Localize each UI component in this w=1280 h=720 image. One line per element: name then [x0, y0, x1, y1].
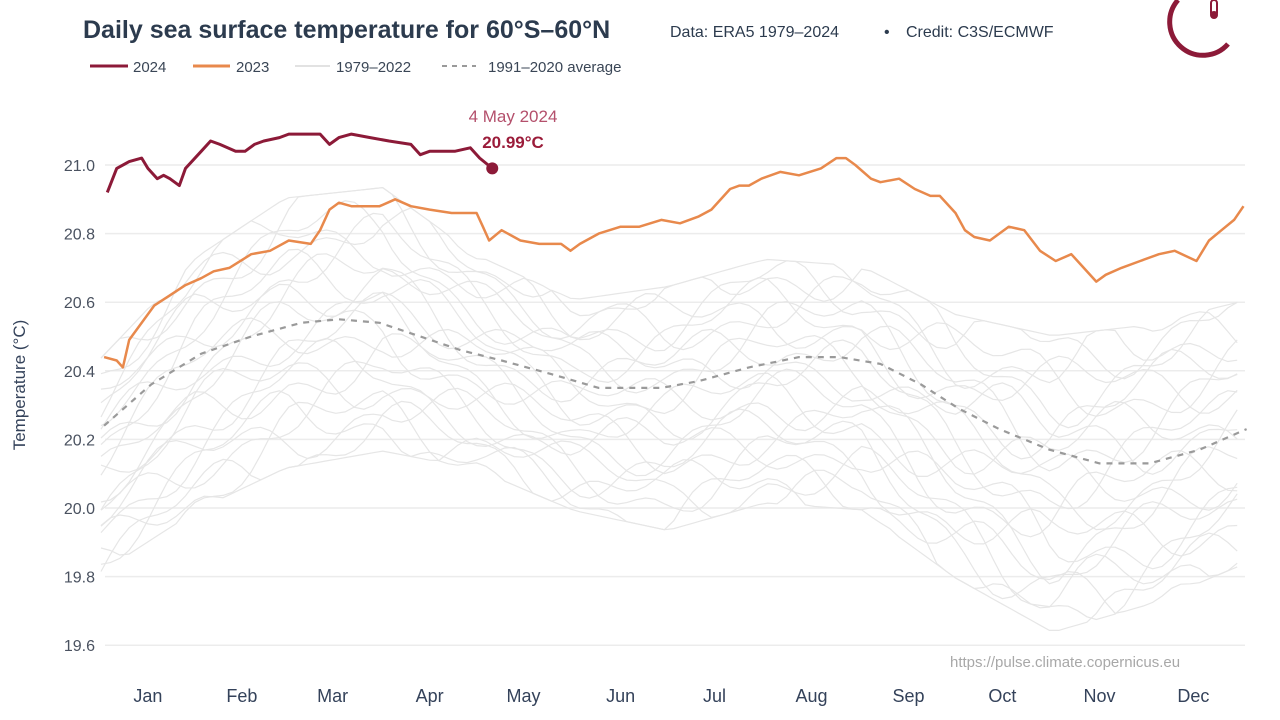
historic-year-line [100, 278, 1238, 475]
historic-year-line [100, 200, 1238, 427]
x-tick-label: Jul [703, 686, 726, 706]
x-tick-label: Jan [133, 686, 162, 706]
subtitle-separator: • [884, 24, 890, 41]
x-tick-label: Nov [1083, 686, 1115, 706]
historic-year-line [100, 207, 1238, 390]
y-tick-label: 20.8 [64, 227, 95, 244]
x-tick-label: Apr [416, 686, 444, 706]
historic-year-line [100, 387, 1238, 600]
x-tick-label: Oct [988, 686, 1016, 706]
historic-year-line [100, 400, 1238, 609]
y-axis-label: Temperature (°C) [10, 320, 29, 451]
historic-year-line [100, 248, 1238, 472]
y-tick-label: 20.0 [64, 501, 95, 518]
x-tick-label: Jun [606, 686, 635, 706]
annotation-value: 20.99°C [482, 133, 544, 152]
chart-title: Daily sea surface temperature for 60°S–6… [83, 16, 610, 44]
historic-year-line [100, 390, 1238, 621]
y-tick-label: 19.6 [64, 638, 95, 655]
historic-year-line [100, 186, 1238, 363]
historic-year-line [100, 268, 1238, 460]
historic-year-line [100, 212, 1238, 414]
historic-year-line [100, 253, 1238, 475]
historic-year-line [100, 362, 1238, 585]
x-tick-label: Feb [226, 686, 257, 706]
y-tick-label: 21.0 [64, 158, 95, 175]
legend-label-average: 1991–2020 average [488, 59, 621, 76]
logo-arc-icon [1167, 0, 1230, 58]
y-tick-label: 20.6 [64, 295, 95, 312]
thermometer-bulb [1210, 11, 1218, 19]
legend-label-2024: 2024 [133, 59, 166, 76]
line-2024 [105, 132, 494, 193]
historic-year-line [100, 317, 1238, 510]
y-tick-label: 20.4 [64, 364, 95, 381]
x-tick-label: Dec [1177, 686, 1209, 706]
source-url: https://pulse.climate.copernicus.eu [950, 654, 1180, 671]
historic-year-line [100, 337, 1238, 570]
logo [1167, 0, 1230, 58]
x-tick-label: Mar [317, 686, 348, 706]
historic-year-line [100, 360, 1238, 557]
x-tick-label: Aug [795, 686, 827, 706]
historic-year-line [100, 390, 1238, 614]
latest-point-marker [486, 162, 499, 175]
historic-year-line [100, 291, 1238, 511]
annotation-date: 4 May 2024 [469, 107, 558, 126]
historic-year-line [100, 333, 1238, 538]
data-source: Data: ERA5 1979–2024 [670, 24, 839, 41]
x-tick-label: Sep [893, 686, 925, 706]
line-2023 [103, 156, 1245, 369]
line-1991-2020-average [103, 318, 1248, 465]
legend-label-2023: 2023 [236, 59, 269, 76]
legend: 2024 2023 1979–2022 1991–2020 average [90, 59, 621, 76]
x-tick-label: May [507, 686, 541, 706]
historic-year-line [100, 186, 1238, 380]
y-tick-label: 20.2 [64, 432, 95, 449]
y-tick-label: 19.8 [64, 570, 95, 587]
legend-label-historic: 1979–2022 [336, 59, 411, 76]
credit: Credit: C3S/ECMWF [906, 24, 1054, 41]
historic-year-line [100, 220, 1238, 429]
